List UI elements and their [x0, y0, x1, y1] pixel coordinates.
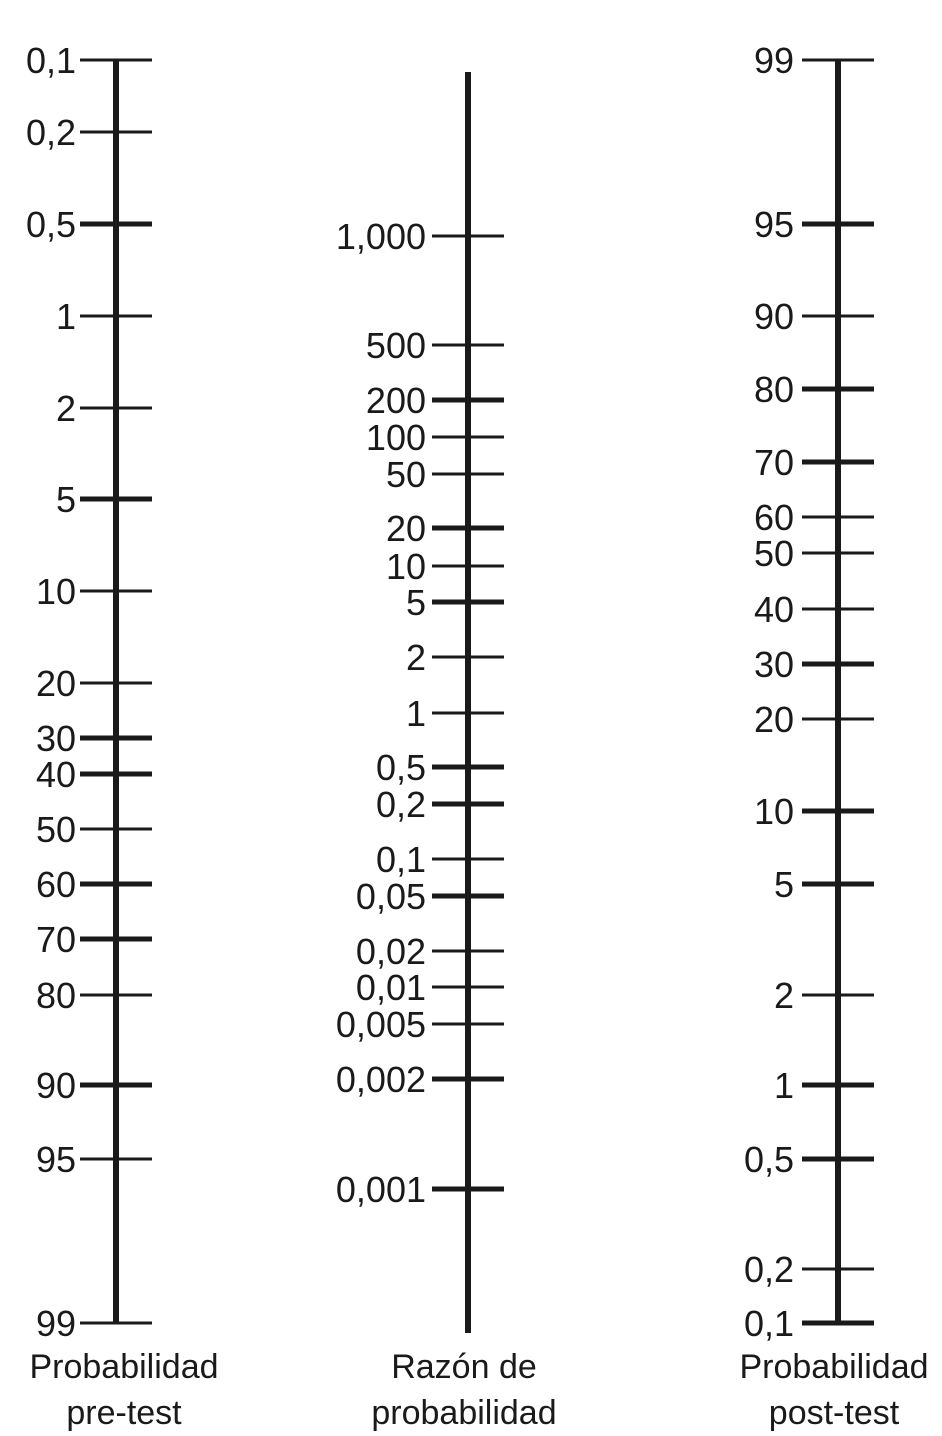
posttest-title-line: Probabilidad — [739, 1348, 928, 1386]
likelihood-ratio-tick-label: 0,5 — [376, 747, 426, 788]
posttest-tick-label: 95 — [754, 204, 794, 245]
posttest-tick-label: 2 — [774, 975, 794, 1016]
likelihood-ratio-title-line: probabilidad — [371, 1394, 556, 1432]
pretest-tick-label: 90 — [36, 1065, 76, 1106]
pretest-title-line: Probabilidad — [29, 1348, 218, 1386]
likelihood-ratio-tick-label: 0,02 — [356, 931, 426, 972]
posttest-tick-label: 10 — [754, 791, 794, 832]
likelihood-ratio-tick-label: 0,01 — [356, 967, 426, 1008]
likelihood-ratio-tick-label: 0,005 — [336, 1004, 426, 1045]
pretest-tick-label: 0,5 — [26, 204, 76, 245]
posttest-tick-label: 0,1 — [744, 1303, 794, 1344]
pretest-tick-label: 50 — [36, 809, 76, 850]
likelihood-ratio-title-line: Razón de — [391, 1348, 537, 1386]
pretest-tick-label: 99 — [36, 1303, 76, 1344]
posttest-tick-label: 80 — [754, 369, 794, 410]
posttest-tick-label: 0,5 — [744, 1139, 794, 1180]
likelihood-ratio-tick-label: 100 — [366, 417, 426, 458]
pretest-tick-label: 30 — [36, 718, 76, 759]
likelihood-ratio-tick-label: 50 — [386, 454, 426, 495]
likelihood-ratio-tick-label: 5 — [406, 582, 426, 623]
posttest-tick-label: 50 — [754, 533, 794, 574]
likelihood-ratio-tick-label: 1,000 — [336, 216, 426, 257]
posttest-tick-label: 0,2 — [744, 1249, 794, 1290]
pretest-tick-label: 80 — [36, 975, 76, 1016]
posttest-tick-label: 90 — [754, 296, 794, 337]
posttest-tick-label: 20 — [754, 699, 794, 740]
posttest-tick-label: 70 — [754, 442, 794, 483]
pretest-tick-label: 5 — [56, 479, 76, 520]
likelihood-ratio-tick-label: 200 — [366, 380, 426, 421]
posttest-tick-label: 60 — [754, 497, 794, 538]
likelihood-ratio-tick-label: 10 — [386, 546, 426, 587]
likelihood-ratio-tick-label: 0,002 — [336, 1059, 426, 1100]
posttest-tick-label: 5 — [774, 864, 794, 905]
pretest-tick-label: 70 — [36, 919, 76, 960]
pretest-tick-label: 2 — [56, 388, 76, 429]
pretest-tick-label: 10 — [36, 571, 76, 612]
pretest-tick-label: 1 — [56, 296, 76, 337]
pretest-tick-label: 40 — [36, 754, 76, 795]
likelihood-ratio-tick-label: 2 — [406, 637, 426, 678]
posttest-tick-label: 99 — [754, 40, 794, 81]
posttest-tick-label: 30 — [754, 644, 794, 685]
pretest-tick-label: 20 — [36, 663, 76, 704]
likelihood-ratio-tick-label: 0,2 — [376, 784, 426, 825]
pretest-tick-label: 0,1 — [26, 40, 76, 81]
pretest-tick-label: 95 — [36, 1139, 76, 1180]
likelihood-ratio-tick-label: 1 — [406, 693, 426, 734]
likelihood-ratio-tick-label: 500 — [366, 325, 426, 366]
likelihood-ratio-tick-label: 20 — [386, 508, 426, 549]
posttest-tick-label: 40 — [754, 589, 794, 630]
likelihood-ratio-tick-label: 0,001 — [336, 1169, 426, 1210]
pretest-title-line: pre-test — [66, 1394, 182, 1432]
likelihood-ratio-tick-label: 0,1 — [376, 839, 426, 880]
pretest-tick-label: 0,2 — [26, 112, 76, 153]
posttest-tick-label: 1 — [774, 1065, 794, 1106]
likelihood-ratio-tick-label: 0,05 — [356, 876, 426, 917]
posttest-title-line: post-test — [769, 1394, 900, 1432]
pretest-tick-label: 60 — [36, 864, 76, 905]
